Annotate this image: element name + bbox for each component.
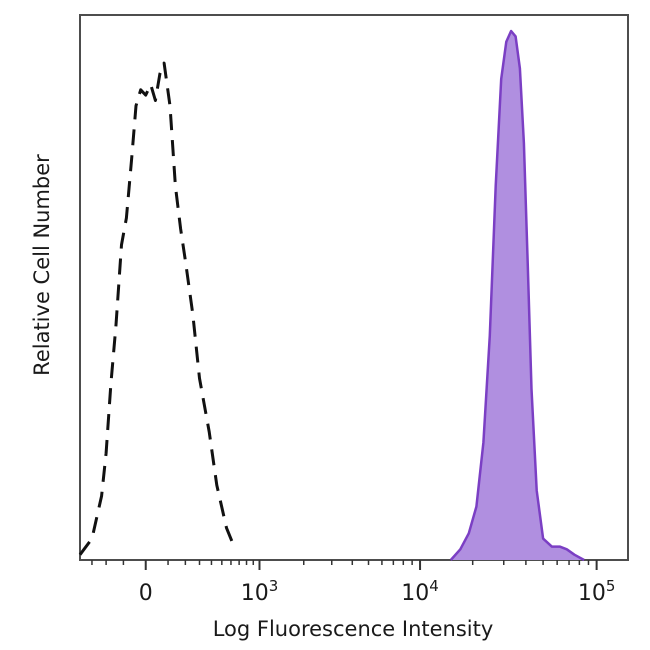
series-1-line (449, 29, 585, 562)
series-0-line (78, 61, 237, 556)
x-tick-label: 103 (241, 577, 279, 606)
x-tick-label: 0 (139, 581, 153, 606)
series-layer (78, 29, 585, 562)
plot-frame (79, 14, 629, 561)
y-axis-label: Relative Cell Number (30, 154, 54, 376)
series-1-area (450, 31, 585, 560)
x-axis-label: Log Fluorescence Intensity (213, 617, 494, 641)
x-tick-label: 105 (578, 577, 616, 606)
minor-ticks (91, 560, 590, 565)
x-tick-label: 104 (401, 577, 439, 606)
major-ticks: 0 103 104 105 (139, 560, 616, 606)
